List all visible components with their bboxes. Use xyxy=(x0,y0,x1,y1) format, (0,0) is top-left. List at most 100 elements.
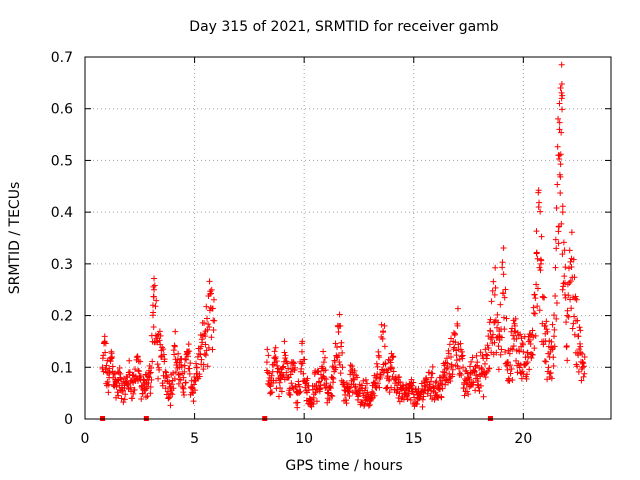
data-point xyxy=(208,286,215,293)
data-point xyxy=(538,233,545,240)
data-point xyxy=(516,364,523,371)
data-point xyxy=(411,394,418,401)
data-point xyxy=(502,286,509,293)
data-point xyxy=(167,390,174,397)
data-point xyxy=(484,342,491,349)
data-point xyxy=(513,335,520,342)
data-point xyxy=(143,394,150,401)
data-point xyxy=(579,351,586,358)
data-point xyxy=(543,318,550,325)
data-point xyxy=(303,379,310,386)
data-point xyxy=(263,359,270,366)
data-point xyxy=(311,391,318,398)
data-point xyxy=(565,265,572,272)
data-point xyxy=(576,324,583,331)
data-point xyxy=(458,348,465,355)
data-point xyxy=(558,89,565,96)
data-point xyxy=(376,354,383,361)
data-point xyxy=(298,365,305,372)
data-point xyxy=(378,321,385,328)
data-point xyxy=(519,368,526,375)
data-point xyxy=(513,357,520,364)
data-point xyxy=(296,383,303,390)
data-point xyxy=(518,335,525,342)
data-point xyxy=(285,365,292,372)
data-point xyxy=(339,349,346,356)
data-point xyxy=(561,291,568,298)
data-point xyxy=(116,365,123,372)
data-point xyxy=(108,355,115,362)
data-point xyxy=(572,293,579,300)
data-point xyxy=(138,384,145,391)
data-point xyxy=(534,255,541,262)
data-point xyxy=(290,359,297,366)
data-point xyxy=(396,398,403,405)
data-point xyxy=(478,364,485,371)
data-point xyxy=(144,393,151,400)
data-point xyxy=(500,271,507,278)
data-point xyxy=(568,229,575,236)
data-point xyxy=(472,363,479,370)
data-point xyxy=(467,363,474,370)
data-point xyxy=(205,321,212,328)
data-point xyxy=(376,384,383,391)
data-point xyxy=(150,293,157,300)
data-point xyxy=(202,328,209,335)
data-point xyxy=(167,384,174,391)
data-point xyxy=(350,375,357,382)
data-point xyxy=(509,377,516,384)
data-point xyxy=(171,351,178,358)
data-point xyxy=(339,364,346,371)
data-point xyxy=(488,298,495,305)
data-point xyxy=(541,358,548,365)
data-point xyxy=(448,361,455,368)
data-point xyxy=(105,389,112,396)
data-point xyxy=(156,366,163,373)
data-point xyxy=(554,143,561,150)
data-point xyxy=(332,364,339,371)
data-point xyxy=(387,359,394,366)
data-point xyxy=(445,350,452,357)
data-point xyxy=(518,343,525,350)
data-point xyxy=(560,280,567,287)
data-point xyxy=(154,338,161,345)
data-point xyxy=(320,348,327,355)
data-point xyxy=(111,370,118,377)
data-point xyxy=(550,362,557,369)
data-point xyxy=(580,360,587,367)
data-point xyxy=(151,275,158,282)
data-point xyxy=(577,349,584,356)
data-point xyxy=(201,351,208,358)
data-point xyxy=(382,385,389,392)
data-point xyxy=(171,375,178,382)
data-point xyxy=(465,374,472,381)
data-point xyxy=(420,393,427,400)
data-point xyxy=(556,100,563,107)
data-point xyxy=(408,384,415,391)
y-tick-label: 0.2 xyxy=(51,309,73,325)
data-point xyxy=(500,290,507,297)
data-point xyxy=(103,369,110,376)
data-point xyxy=(401,390,408,397)
data-point xyxy=(558,81,565,88)
data-point xyxy=(527,331,534,338)
data-point xyxy=(553,315,560,322)
data-point xyxy=(508,365,515,372)
data-point xyxy=(166,380,173,387)
data-point xyxy=(461,392,468,399)
data-point xyxy=(210,296,217,303)
data-point xyxy=(537,267,544,274)
data-point xyxy=(496,333,503,340)
data-point xyxy=(136,368,143,375)
data-point xyxy=(498,346,505,353)
data-point xyxy=(567,278,574,285)
data-point xyxy=(561,247,568,254)
data-point xyxy=(556,126,563,133)
data-point xyxy=(205,344,212,351)
data-point xyxy=(208,290,215,297)
data-point xyxy=(414,400,421,407)
data-point xyxy=(559,286,566,293)
data-point xyxy=(545,364,552,371)
data-point xyxy=(129,372,136,379)
data-point xyxy=(443,355,450,362)
